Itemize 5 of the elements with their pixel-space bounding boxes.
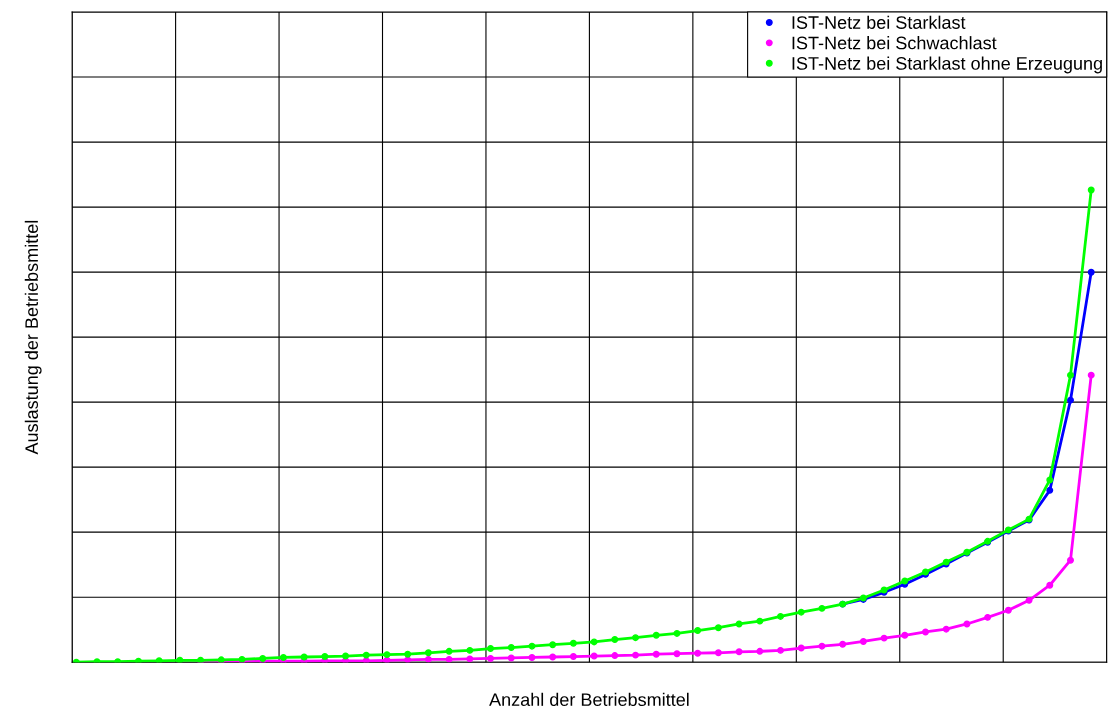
legend-label: IST-Netz bei Schwachlast: [792, 36, 997, 50]
legend-label: IST-Netz bei Starklast: [792, 15, 966, 29]
legend-label: IST-Netz bei Starklast ohne Erzeugung: [792, 56, 1102, 74]
y-axis-title: Auslastung der Betriebsmittel: [24, 220, 42, 455]
x-axis-title: Anzahl der Betriebsmittel: [489, 692, 689, 707]
